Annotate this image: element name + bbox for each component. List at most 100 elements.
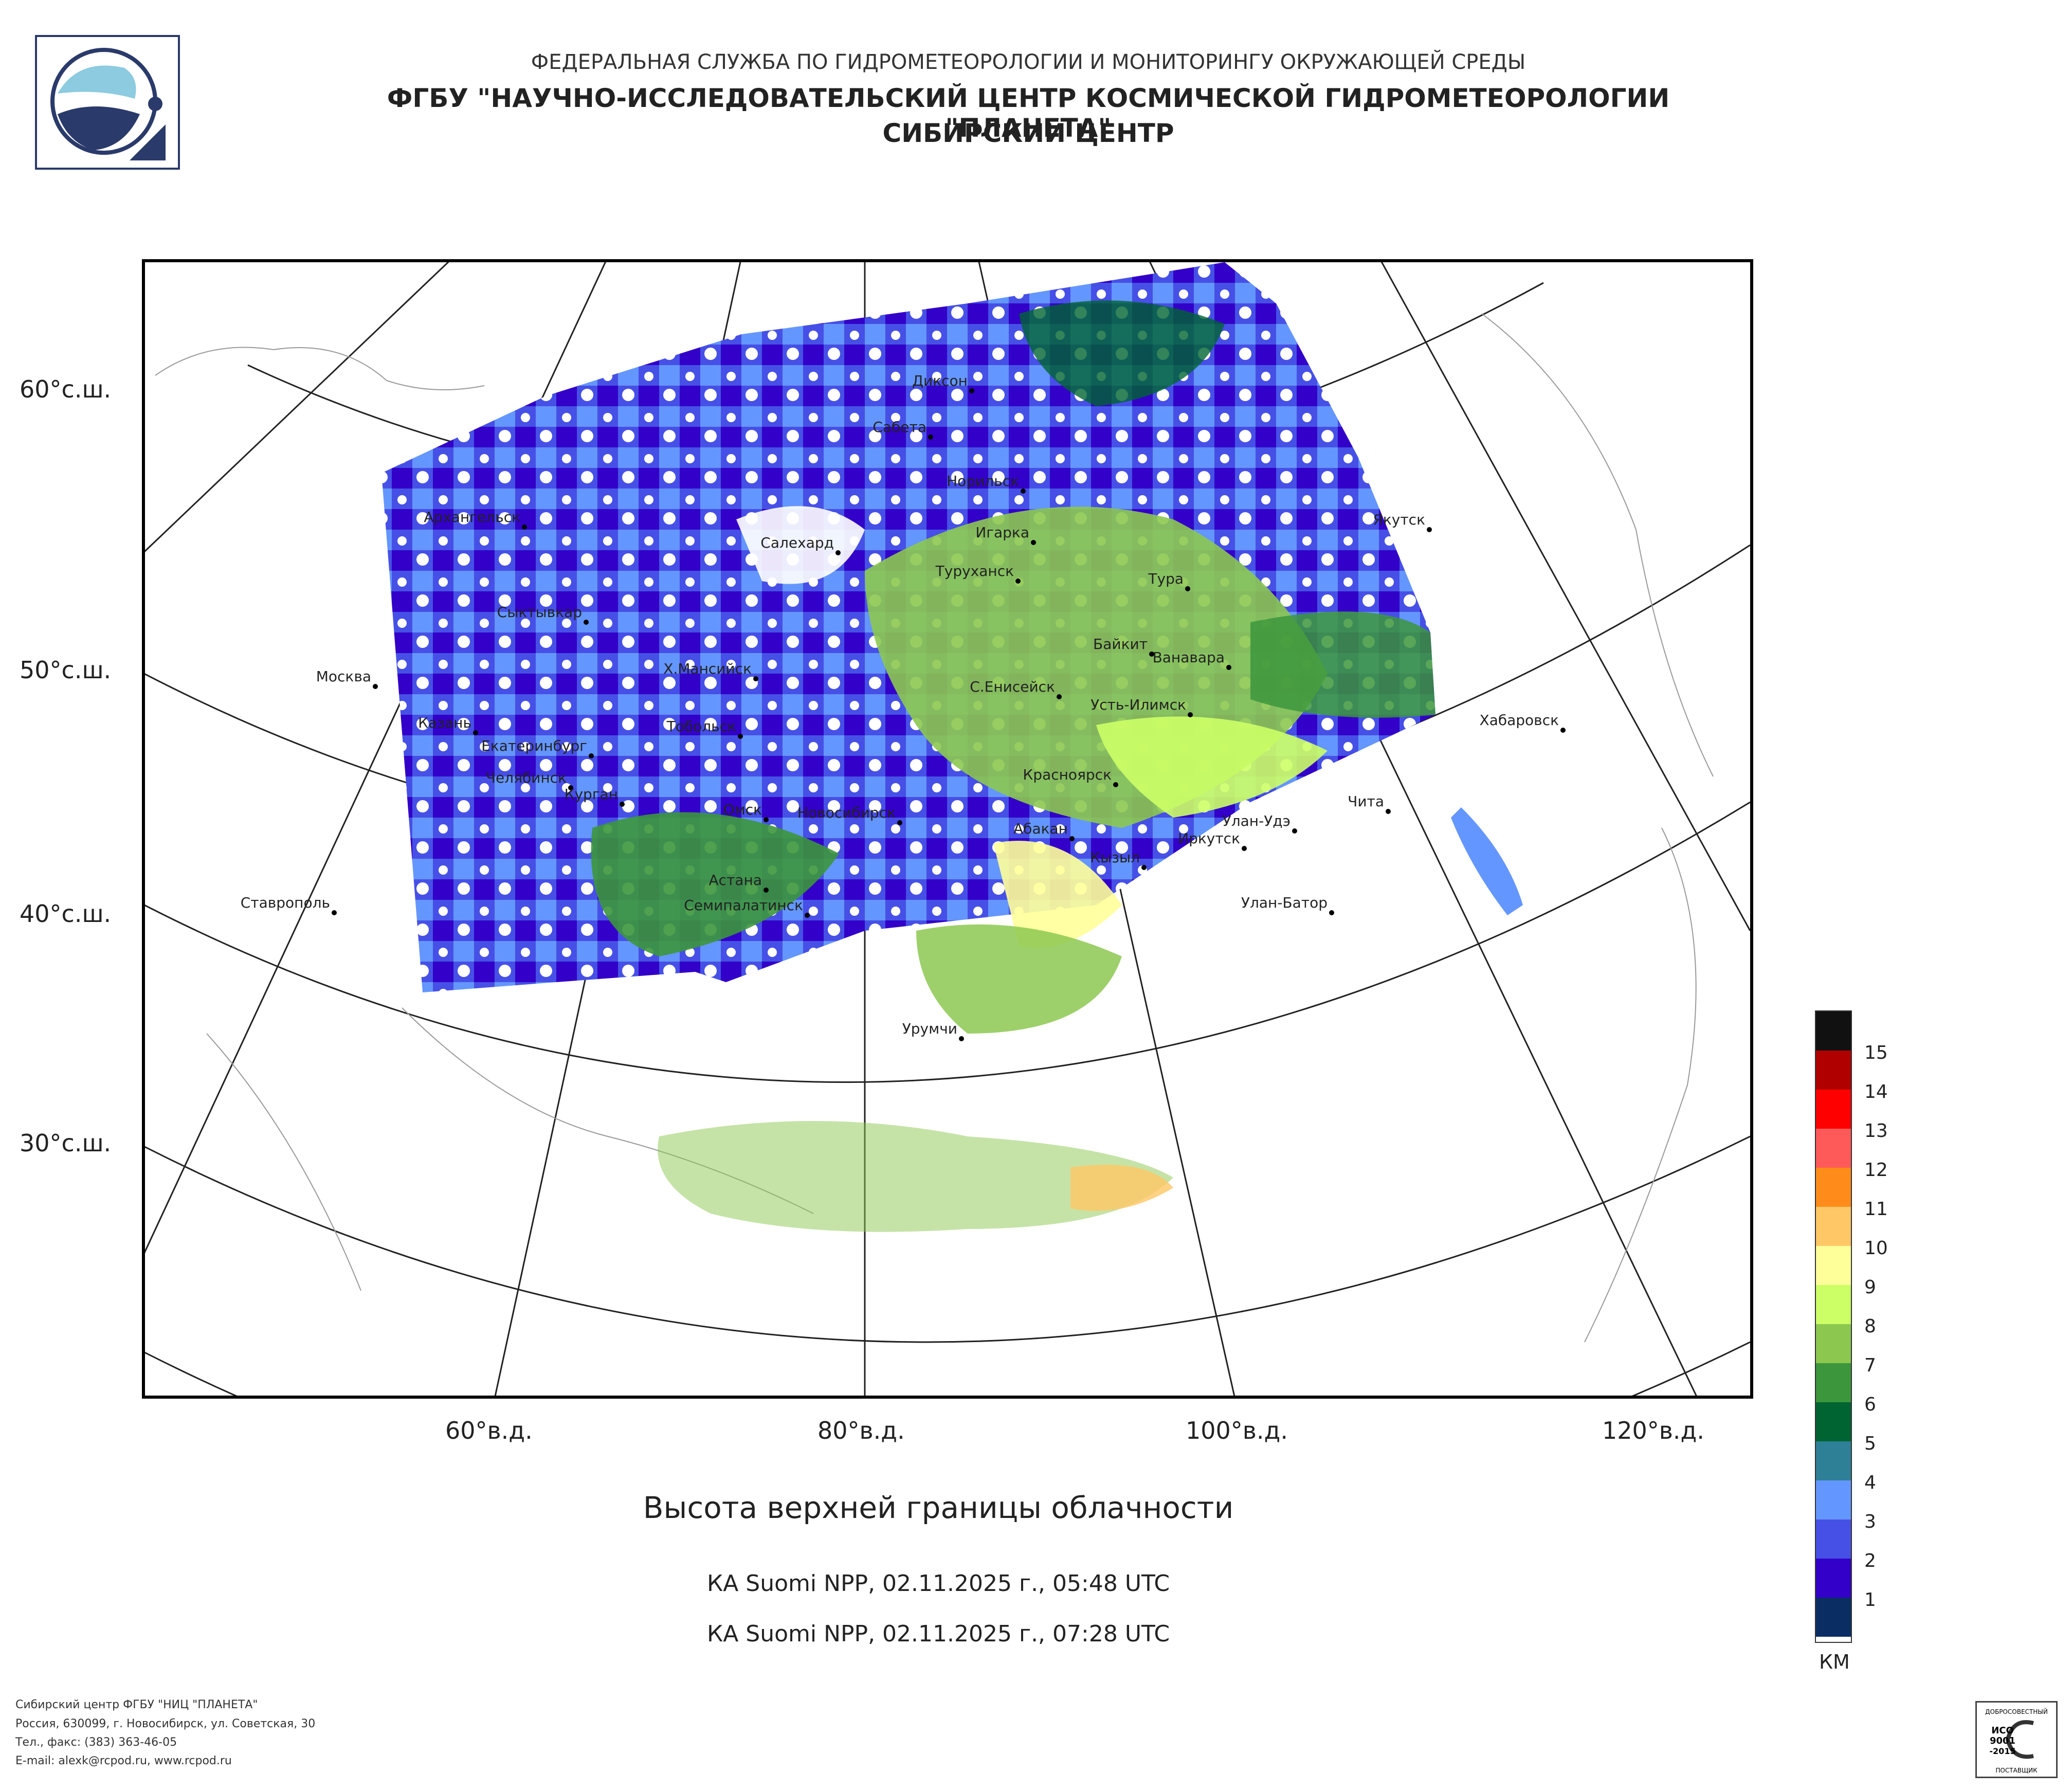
city-label: Чита bbox=[1348, 793, 1384, 810]
city-label: Тобольск bbox=[666, 718, 736, 735]
city-label: Х.Мансийск bbox=[663, 660, 752, 677]
legend-label: 13 bbox=[1864, 1120, 1888, 1142]
city-dot bbox=[959, 1036, 964, 1041]
city-label: Абакан bbox=[1013, 820, 1068, 837]
city-dot bbox=[1141, 865, 1147, 870]
legend-swatch bbox=[1816, 1090, 1851, 1129]
city-dot bbox=[1386, 809, 1391, 814]
footer-contacts: E-mail: alexk@rcpod.ru, www.rcpod.ru bbox=[15, 1754, 232, 1767]
city-dot bbox=[1560, 728, 1566, 733]
lat-label: 40°с.ш. bbox=[20, 900, 112, 928]
legend-swatch bbox=[1816, 1559, 1851, 1598]
city-dot bbox=[764, 888, 769, 893]
city-label: Кызыл bbox=[1090, 849, 1140, 866]
city-label: Улан-Удэ bbox=[1223, 812, 1291, 829]
city-dot bbox=[1292, 828, 1297, 834]
city-label: Байкит bbox=[1093, 636, 1148, 653]
city-label: Москва bbox=[316, 668, 371, 685]
cloud-top-height-map: Диксон Сабета Норильск Архангельск Игарка Сал… bbox=[142, 259, 1753, 1399]
city-dot bbox=[1185, 586, 1190, 591]
legend-label: 3 bbox=[1864, 1511, 1876, 1532]
legend-label: 11 bbox=[1864, 1199, 1888, 1220]
lon-label: 120°в.д. bbox=[1602, 1417, 1704, 1444]
legend-label: 5 bbox=[1864, 1433, 1876, 1454]
legend-label: 8 bbox=[1864, 1316, 1876, 1337]
city-dot bbox=[1427, 527, 1432, 532]
legend-swatch bbox=[1816, 1363, 1851, 1402]
city-label: Новосибирск bbox=[797, 804, 896, 821]
city-label: Омск bbox=[723, 801, 762, 818]
city-dot bbox=[1021, 489, 1026, 494]
header-agency-line: ФЕДЕРАЛЬНАЯ СЛУЖБА ПО ГИДРОМЕТЕОРОЛОГИИ … bbox=[531, 50, 1526, 74]
legend-swatch bbox=[1816, 1051, 1851, 1090]
city-dot bbox=[969, 388, 974, 393]
city-dot bbox=[738, 734, 743, 739]
legend-label: 12 bbox=[1864, 1160, 1888, 1181]
legend-label: 4 bbox=[1864, 1472, 1876, 1493]
city-dot bbox=[1226, 665, 1231, 670]
city-dot bbox=[928, 435, 933, 440]
legend-swatch bbox=[1816, 1168, 1851, 1207]
legend-swatch bbox=[1816, 1441, 1851, 1480]
city-dot bbox=[1242, 846, 1247, 851]
legend-swatch bbox=[1816, 1129, 1851, 1168]
height-legend bbox=[1815, 1010, 1852, 1643]
legend-swatch bbox=[1816, 1402, 1851, 1441]
city-label: Астана bbox=[709, 872, 762, 889]
city-dot bbox=[1057, 694, 1062, 699]
iso-top-text: ДОБРОСОВЕСТНЫЙ bbox=[1985, 1708, 2048, 1715]
iso-l3: -2015 bbox=[1989, 1746, 2015, 1756]
legend-label: 1 bbox=[1864, 1589, 1876, 1611]
legend-label: 6 bbox=[1864, 1394, 1876, 1415]
city-label: Архангельск bbox=[424, 509, 520, 526]
legend-swatch bbox=[1816, 1207, 1851, 1246]
header-branch-name: СИБИРСКИЙ ЦЕНТР bbox=[882, 118, 1174, 148]
legend-unit: КМ bbox=[1819, 1651, 1850, 1673]
city-dot bbox=[568, 785, 573, 790]
iso-certification-badge: ДОБРОСОВЕСТНЫЙ ИСО 9001 -2015 ПОСТАВЩИК bbox=[1975, 1701, 2058, 1778]
legend-label: 14 bbox=[1864, 1081, 1888, 1102]
city-label: Урумчи bbox=[902, 1020, 957, 1037]
city-dot bbox=[1329, 910, 1334, 915]
city-label: Екатеринбург bbox=[481, 737, 587, 754]
organization-logo bbox=[35, 35, 180, 170]
city-dot bbox=[764, 817, 769, 822]
city-label: Улан-Батор bbox=[1241, 894, 1328, 911]
city-dot bbox=[753, 676, 758, 681]
iso-bottom-text: ПОСТАВЩИК bbox=[1995, 1767, 2038, 1774]
satellite-swath bbox=[381, 262, 1435, 1034]
city-label: Семипалатинск bbox=[684, 897, 803, 914]
map-canvas: Диксон Сабета Норильск Архангельск Игарка Сал… bbox=[145, 262, 1750, 1396]
legend-label: 10 bbox=[1864, 1238, 1888, 1259]
city-label: Ставрополь bbox=[241, 894, 330, 911]
city-dot bbox=[835, 550, 841, 555]
legend-swatch bbox=[1816, 1480, 1851, 1519]
city-label: С.Енисейск bbox=[970, 678, 1055, 695]
footer-address: Россия, 630099, г. Новосибирск, ул. Сове… bbox=[15, 1717, 316, 1730]
lat-label: 60°с.ш. bbox=[20, 375, 112, 403]
city-dot bbox=[1015, 578, 1021, 584]
city-dot bbox=[1069, 836, 1075, 841]
city-dot bbox=[1113, 782, 1118, 787]
city-label: Курган bbox=[565, 786, 618, 803]
map-title: Высота верхней границы облачности bbox=[643, 1490, 1234, 1525]
lat-label: 50°с.ш. bbox=[20, 656, 112, 684]
legend-swatch bbox=[1816, 1011, 1851, 1051]
city-dot bbox=[1149, 652, 1154, 657]
lon-label: 100°в.д. bbox=[1186, 1417, 1288, 1444]
city-dot bbox=[332, 910, 337, 915]
city-dot bbox=[589, 753, 594, 758]
footer-org: Сибирский центр ФГБУ "НИЦ "ПЛАНЕТА" bbox=[15, 1698, 258, 1711]
legend-swatch bbox=[1816, 1285, 1851, 1324]
city-label: Хабаровск bbox=[1480, 712, 1559, 729]
city-dot bbox=[805, 913, 810, 918]
city-dot bbox=[584, 620, 589, 625]
satellite-swath-south bbox=[658, 807, 1523, 1232]
city-label: Ванавара bbox=[1153, 649, 1225, 666]
city-label: Челябинск bbox=[486, 769, 567, 786]
legend-swatch bbox=[1816, 1324, 1851, 1363]
city-label: Туруханск bbox=[935, 563, 1014, 580]
city-label: Салехард bbox=[760, 534, 834, 551]
city-markers: Диксон Сабета Норильск Архангельск Игарка Сал… bbox=[241, 372, 1566, 1041]
city-label: Норильск bbox=[947, 473, 1019, 490]
